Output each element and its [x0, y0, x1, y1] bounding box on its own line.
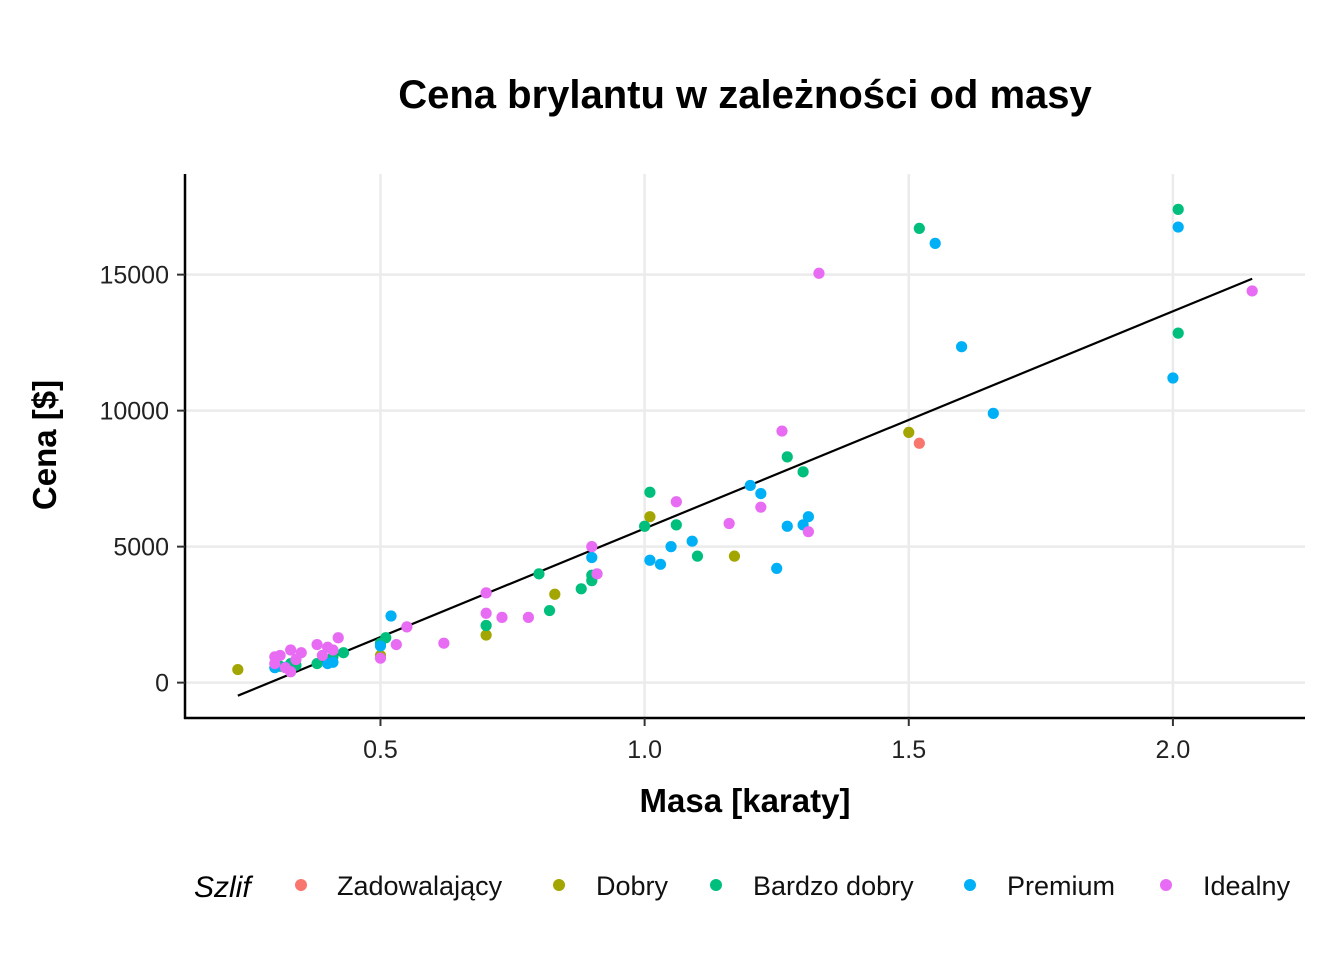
data-point — [549, 588, 561, 600]
data-points — [232, 203, 1258, 678]
data-point — [533, 568, 545, 580]
data-point — [327, 656, 339, 668]
x-tick-label: 1.0 — [627, 736, 662, 764]
data-point — [480, 619, 492, 632]
data-point — [813, 267, 825, 279]
data-point — [771, 562, 783, 575]
legend-label: Dobry — [596, 871, 669, 901]
data-point — [327, 644, 339, 656]
y-tick-label: 15000 — [99, 262, 169, 290]
x-tick-label: 0.5 — [363, 736, 398, 764]
data-point — [311, 658, 323, 670]
data-point — [665, 541, 677, 553]
data-point — [586, 541, 598, 553]
data-point — [586, 551, 598, 564]
data-point — [1167, 372, 1179, 384]
y-axis-ticks: 0 5000 10000 15000 — [99, 262, 185, 698]
data-point — [591, 568, 603, 580]
data-point — [644, 511, 656, 523]
data-point — [1172, 327, 1184, 339]
data-point — [797, 466, 809, 478]
data-point — [385, 610, 397, 622]
chart-title: Cena brylantu w zależności od masy — [398, 73, 1092, 117]
y-tick-label: 0 — [155, 670, 169, 698]
data-point — [374, 640, 387, 652]
data-point — [728, 550, 741, 562]
legend-label: Idealny — [1203, 871, 1291, 901]
data-point — [480, 587, 492, 599]
data-point — [644, 486, 656, 498]
data-point — [913, 437, 925, 449]
data-point — [311, 638, 323, 651]
data-point — [723, 517, 735, 530]
data-point — [781, 451, 793, 463]
legend: Szlif Zadowalający Dobry Bardzo dobry Premi… — [194, 871, 1291, 904]
data-point — [913, 222, 925, 234]
data-point — [337, 647, 350, 659]
x-axis-ticks: 0.5 1.0 1.5 2.0 — [363, 718, 1190, 764]
data-point — [438, 637, 450, 649]
data-point — [374, 652, 387, 664]
data-point — [802, 526, 814, 538]
data-point — [744, 479, 756, 492]
data-point — [755, 501, 767, 513]
x-tick-label: 1.5 — [891, 736, 926, 764]
legend-key — [553, 879, 565, 891]
legend-key — [964, 879, 976, 891]
data-point — [274, 649, 286, 662]
data-point — [781, 520, 793, 532]
data-point — [232, 663, 244, 676]
data-point — [543, 604, 556, 617]
legend-label: Bardzo dobry — [753, 871, 914, 901]
data-point — [1172, 203, 1184, 215]
x-tick-label: 2.0 — [1156, 736, 1191, 764]
data-point — [691, 550, 704, 562]
data-point — [1172, 221, 1184, 233]
legend-key — [710, 879, 722, 891]
legend-key — [295, 879, 307, 891]
data-point — [390, 638, 402, 651]
data-point — [654, 558, 667, 570]
data-point — [1246, 285, 1258, 297]
data-point — [480, 629, 492, 641]
data-point — [401, 621, 413, 633]
data-point — [295, 647, 307, 659]
x-axis-title: Masa [karaty] — [640, 782, 851, 819]
data-point — [285, 666, 297, 678]
legend-label: Premium — [1007, 871, 1115, 901]
data-point — [776, 425, 788, 437]
data-point — [285, 644, 297, 656]
data-point — [480, 607, 492, 619]
legend-label: Zadowalający — [337, 871, 503, 901]
data-point — [639, 520, 651, 532]
data-point — [316, 649, 328, 662]
y-axis-title: Cena [$] — [26, 380, 63, 510]
data-point — [644, 554, 656, 566]
data-point — [496, 611, 508, 623]
y-tick-label: 10000 — [99, 398, 169, 426]
data-point — [802, 511, 814, 523]
y-tick-label: 5000 — [113, 534, 169, 562]
data-point — [686, 535, 698, 547]
data-point — [332, 632, 344, 644]
data-point — [380, 632, 392, 644]
data-point — [956, 341, 968, 353]
data-point — [670, 496, 682, 508]
data-point — [755, 488, 767, 500]
grid-lines — [185, 174, 1305, 718]
data-point — [575, 583, 587, 595]
legend-title: Szlif — [194, 871, 253, 904]
data-point — [670, 519, 682, 531]
data-point — [522, 611, 534, 623]
data-point — [929, 237, 941, 249]
data-point — [987, 407, 999, 419]
data-point — [903, 426, 915, 438]
legend-key — [1160, 879, 1172, 891]
